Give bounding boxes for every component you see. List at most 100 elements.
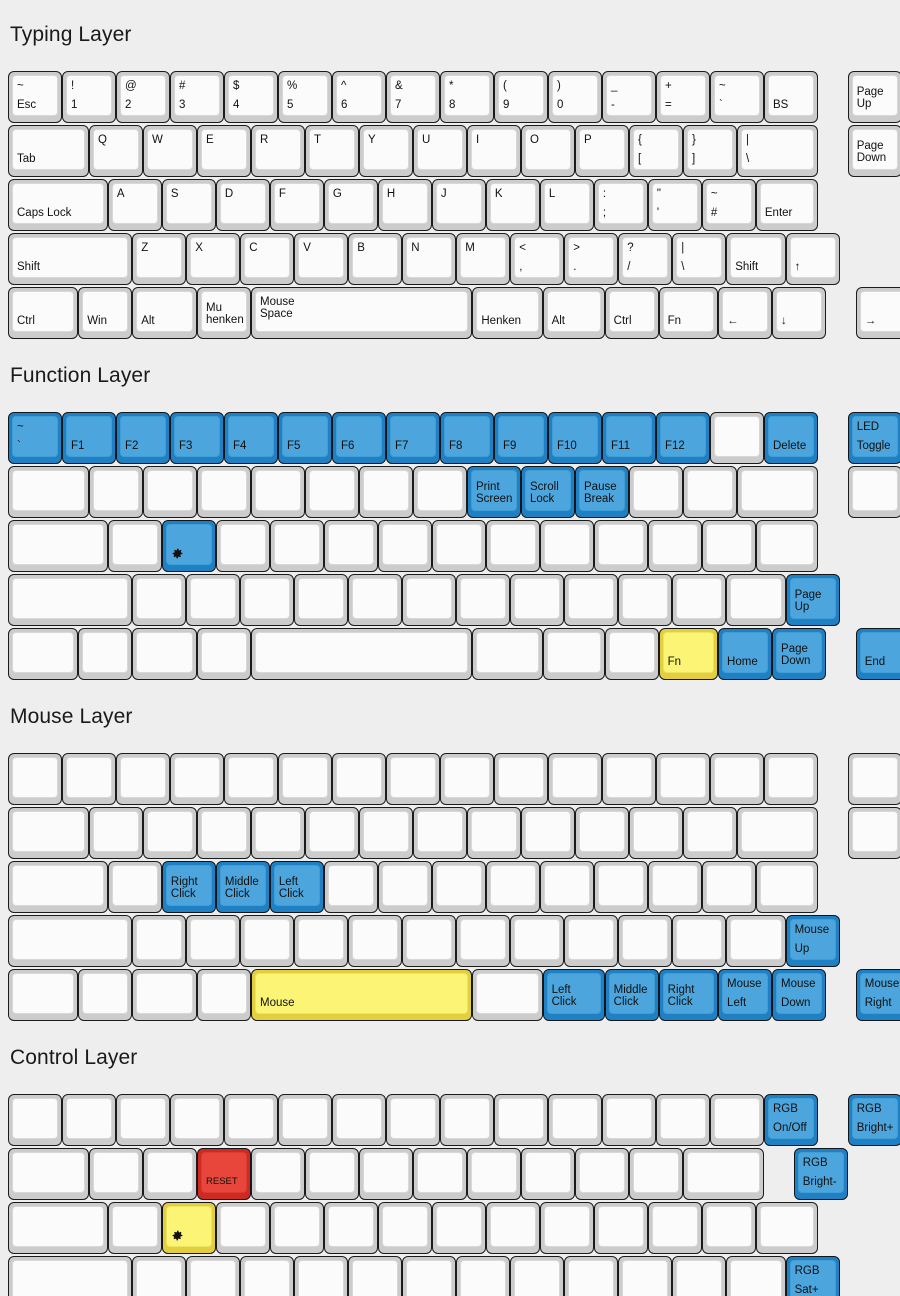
key-t[interactable]: T — [305, 124, 359, 177]
key-f4[interactable]: F4 — [224, 411, 278, 464]
key-blank[interactable] — [348, 914, 403, 967]
key-blank[interactable] — [575, 1147, 629, 1200]
key-blank[interactable] — [8, 627, 79, 680]
key-gear[interactable] — [161, 519, 216, 572]
key-middle-click[interactable]: Middle Click — [215, 860, 270, 913]
key-blank[interactable] — [377, 1201, 432, 1254]
key-fn[interactable]: Fn — [658, 286, 719, 339]
key-shift[interactable]: Shift — [8, 232, 133, 285]
key-blank[interactable] — [710, 1093, 764, 1146]
key-blank[interactable] — [683, 806, 737, 859]
key-blank[interactable] — [593, 1201, 648, 1254]
key-blank[interactable] — [431, 1201, 486, 1254]
key-blank[interactable] — [548, 752, 602, 805]
key-blank[interactable] — [701, 860, 756, 913]
key-blank[interactable] — [143, 1147, 197, 1200]
key-blank[interactable]: ↓ — [772, 286, 827, 339]
key-blank[interactable] — [618, 914, 673, 967]
key--2[interactable]: @2 — [116, 70, 170, 123]
key-blank[interactable] — [240, 1255, 295, 1296]
key-f7[interactable]: F7 — [386, 411, 440, 464]
key-blank[interactable] — [472, 627, 543, 680]
key-i[interactable]: I — [467, 124, 521, 177]
key--[interactable]: <, — [510, 232, 565, 285]
key-blank[interactable] — [348, 1255, 403, 1296]
key-blank[interactable] — [107, 519, 162, 572]
key-blank[interactable] — [132, 627, 197, 680]
key-blank[interactable] — [332, 752, 386, 805]
key-blank[interactable] — [8, 1201, 108, 1254]
key-blank[interactable] — [602, 752, 656, 805]
key-blank[interactable] — [197, 806, 251, 859]
key-blank[interactable] — [8, 1093, 62, 1146]
key-blank[interactable] — [116, 752, 170, 805]
key-pause-break[interactable]: Pause Break — [575, 465, 629, 518]
key-y[interactable]: Y — [359, 124, 413, 177]
key--3[interactable]: #3 — [170, 70, 224, 123]
key--[interactable]: ~ ` — [8, 411, 62, 464]
key-blank[interactable] — [8, 860, 108, 913]
key--[interactable]: ? / — [618, 232, 673, 285]
key-page-down[interactable]: Page Down — [772, 627, 827, 680]
key-enter[interactable]: Enter — [755, 178, 818, 231]
key-blank[interactable] — [604, 627, 659, 680]
key-blank[interactable] — [764, 752, 818, 805]
key-fn[interactable]: Fn — [658, 627, 719, 680]
key-blank[interactable] — [629, 1147, 683, 1200]
key-blank[interactable] — [656, 752, 710, 805]
key-blank[interactable] — [593, 519, 648, 572]
key-blank[interactable] — [847, 465, 900, 518]
key-blank[interactable] — [726, 573, 786, 626]
key-blank[interactable] — [647, 860, 702, 913]
key-blank[interactable] — [564, 573, 619, 626]
key-mouse[interactable]: Mouse — [250, 968, 473, 1021]
key-rgb-bright-[interactable]: RGB Bright- — [793, 1147, 848, 1200]
key-blank[interactable] — [240, 914, 295, 967]
key-reset[interactable]: RESET — [197, 1147, 251, 1200]
key-blank[interactable] — [402, 1255, 457, 1296]
key-blank[interactable] — [240, 573, 295, 626]
key-x[interactable]: X — [186, 232, 241, 285]
key-page-down[interactable]: Page Down — [847, 124, 900, 177]
key-blank[interactable] — [593, 860, 648, 913]
key-blank[interactable] — [305, 806, 359, 859]
key-mouse-left[interactable]: Mouse Left — [718, 968, 773, 1021]
key-blank[interactable] — [348, 573, 403, 626]
key-rgb-bright+[interactable]: RGB Bright+ — [847, 1093, 900, 1146]
key-f2[interactable]: F2 — [116, 411, 170, 464]
key--[interactable]: >. — [564, 232, 619, 285]
key-left-click[interactable]: Left Click — [542, 968, 605, 1021]
key-u[interactable]: U — [413, 124, 467, 177]
key-l[interactable]: L — [539, 178, 594, 231]
key-blank[interactable] — [278, 1093, 332, 1146]
key-blank[interactable] — [294, 1255, 349, 1296]
key-blank[interactable] — [472, 968, 543, 1021]
key-blank[interactable] — [215, 519, 270, 572]
key-gear[interactable] — [161, 1201, 216, 1254]
key-blank[interactable] — [250, 627, 473, 680]
key--[interactable]: | \ — [672, 232, 727, 285]
key---[interactable]: _ - — [602, 70, 656, 123]
key-blank[interactable] — [89, 806, 143, 859]
key-ctrl[interactable]: Ctrl — [604, 286, 659, 339]
key-blank[interactable] — [510, 573, 565, 626]
key--[interactable]: }] — [683, 124, 737, 177]
key-blank[interactable] — [8, 914, 133, 967]
key-s[interactable]: S — [161, 178, 216, 231]
key-blank[interactable] — [467, 1147, 521, 1200]
key-z[interactable]: Z — [132, 232, 187, 285]
key-blank[interactable] — [132, 968, 197, 1021]
key-blank[interactable] — [542, 627, 605, 680]
key-blank[interactable] — [143, 806, 197, 859]
key-mouse-down[interactable]: Mouse Down — [772, 968, 827, 1021]
key-blank[interactable] — [847, 752, 900, 805]
key-blank[interactable] — [485, 1201, 540, 1254]
key-tab[interactable]: Tab — [8, 124, 89, 177]
key-g[interactable]: G — [323, 178, 378, 231]
key-blank[interactable] — [618, 573, 673, 626]
key-blank[interactable] — [521, 806, 575, 859]
key-blank[interactable] — [8, 806, 89, 859]
key-o[interactable]: O — [521, 124, 575, 177]
key-blank[interactable] — [539, 1201, 594, 1254]
key-blank[interactable] — [726, 1255, 786, 1296]
